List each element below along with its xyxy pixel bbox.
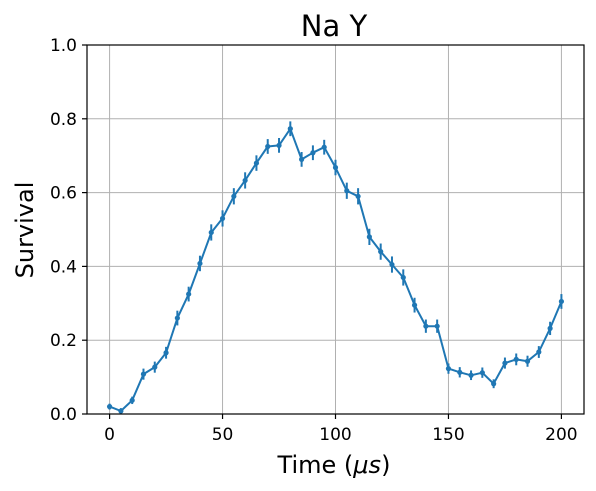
data-point	[152, 364, 158, 370]
data-point	[423, 323, 429, 329]
data-point	[547, 325, 553, 331]
data-point	[106, 404, 113, 410]
data-point	[310, 150, 316, 156]
y-tick-label: 1.0	[50, 36, 77, 56]
data-point	[208, 229, 214, 236]
data-series	[106, 121, 565, 414]
data-point	[129, 397, 135, 403]
x-tick-label: 200	[545, 425, 577, 445]
data-point	[445, 366, 452, 372]
x-tick-label: 0	[104, 425, 115, 445]
data-point	[468, 372, 474, 378]
data-point	[174, 315, 180, 321]
data-point	[400, 274, 406, 281]
data-point	[536, 349, 542, 355]
x-tick-label: 50	[212, 425, 234, 445]
data-point	[491, 381, 497, 387]
data-point	[479, 370, 485, 376]
data-point	[513, 356, 519, 362]
chart-title: Na Y	[301, 9, 368, 43]
axis-ticks: 0 50 100 150 200 0.0 0.2 0.4 0.6 0.8 1.0	[50, 36, 578, 445]
y-axis-title: Survival	[11, 182, 39, 279]
data-point	[242, 177, 248, 184]
x-axis-title-prefix: Time (	[277, 451, 354, 479]
data-point	[321, 144, 327, 150]
data-point	[186, 291, 192, 297]
x-axis-title: Time (μs)	[277, 451, 391, 479]
data-point	[299, 156, 305, 162]
data-point	[332, 164, 339, 171]
data-point	[411, 302, 418, 308]
data-point	[197, 260, 203, 267]
data-point	[457, 369, 463, 375]
data-point	[524, 358, 531, 364]
data-point	[287, 126, 293, 132]
x-tick-label: 150	[432, 425, 464, 445]
data-point	[378, 249, 384, 255]
data-point	[118, 408, 124, 414]
data-point	[389, 261, 395, 268]
data-point	[344, 188, 350, 194]
y-tick-label: 0.2	[50, 331, 77, 351]
data-point	[140, 371, 147, 377]
data-point	[253, 160, 260, 166]
data-point	[502, 360, 508, 366]
data-point	[558, 298, 565, 305]
data-point	[231, 193, 237, 199]
data-point	[163, 350, 169, 356]
x-tick-label: 100	[319, 425, 351, 445]
data-point	[355, 193, 361, 199]
x-axis-title-unit: μs	[352, 451, 381, 479]
y-tick-label: 0.6	[50, 184, 77, 204]
y-tick-label: 0.8	[50, 110, 77, 130]
data-point	[265, 143, 271, 150]
data-point	[434, 323, 440, 329]
data-point	[366, 234, 372, 240]
data-point	[276, 142, 282, 148]
y-tick-label: 0.0	[50, 405, 77, 425]
data-point	[219, 215, 226, 222]
y-tick-label: 0.4	[50, 257, 77, 277]
x-axis-title-suffix: )	[381, 451, 390, 479]
